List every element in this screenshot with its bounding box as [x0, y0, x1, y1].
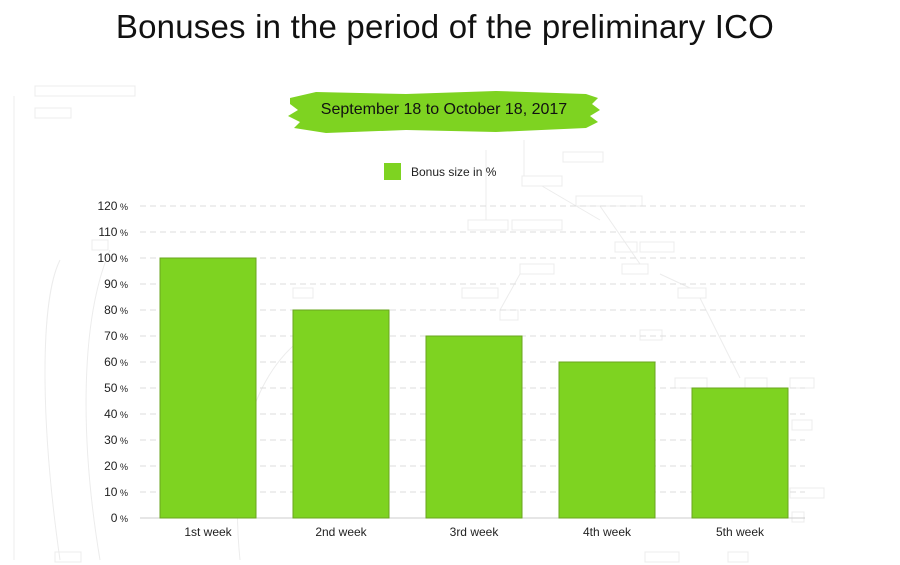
y-tick-label: 10 % — [104, 485, 128, 499]
bar — [425, 335, 523, 519]
date-banner: September 18 to October 18, 2017 — [286, 88, 602, 136]
legend-swatch — [384, 163, 401, 180]
y-tick-label: 60 % — [104, 355, 128, 369]
bar — [159, 257, 257, 519]
bar — [292, 309, 390, 519]
bar — [691, 387, 789, 519]
y-tick-label: 110 % — [98, 225, 128, 239]
y-tick-label: 80 % — [104, 303, 128, 317]
bar — [558, 361, 656, 519]
x-tick-label: 4th week — [583, 525, 632, 539]
y-tick-label: 90 % — [104, 277, 128, 291]
y-tick-label: 50 % — [104, 381, 128, 395]
brush-stroke-shape — [288, 91, 600, 133]
x-tick-label: 1st week — [184, 525, 232, 539]
date-range-text: September 18 to October 18, 2017 — [320, 101, 568, 118]
y-tick-label: 0 % — [111, 511, 128, 525]
x-tick-label: 3rd week — [450, 525, 500, 539]
y-tick-label: 40 % — [104, 407, 128, 421]
page-title: Bonuses in the period of the preliminary… — [115, 8, 775, 45]
x-tick-label: 5th week — [716, 525, 765, 539]
y-tick-label: 100 % — [97, 251, 128, 265]
x-tick-label: 2nd week — [315, 525, 367, 539]
y-tick-label: 20 % — [104, 459, 128, 473]
legend-label: Bonus size in % — [411, 165, 497, 179]
y-tick-label: 70 % — [104, 329, 128, 343]
y-tick-label: 120 % — [97, 199, 128, 213]
y-tick-label: 30 % — [104, 433, 128, 447]
